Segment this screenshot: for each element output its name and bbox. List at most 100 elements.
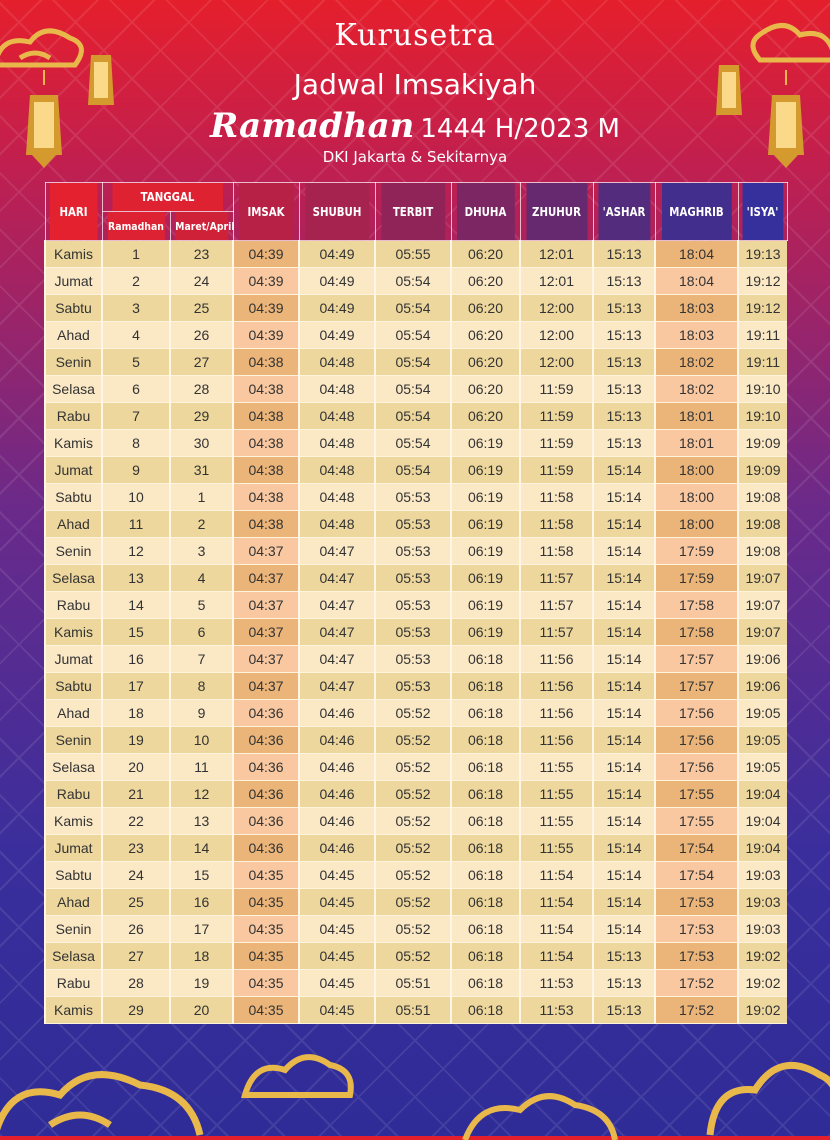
cell-imsak: 04:38 [232,483,299,511]
cell-ramadhan: 21 [101,780,170,808]
cell-maghrib: 18:04 [654,267,738,295]
table-row: Senin 12 3 04:37 04:47 05:53 06:19 11:58 15:14 17… [44,537,787,565]
cell-zhuhur: 11:55 [519,834,593,862]
cell-terbit: 05:54 [374,348,451,376]
cell-dhuha: 06:19 [450,564,520,592]
cell-ramadhan: 5 [101,348,170,376]
cell-shubuh: 04:45 [298,996,375,1024]
cell-dhuha: 06:18 [450,672,520,700]
cell-masehi: 17 [169,915,233,943]
cell-isya: 19:12 [737,267,787,295]
cell-terbit: 05:52 [374,942,451,970]
cell-maghrib: 17:56 [654,726,738,754]
cell-isya: 19:10 [737,375,787,403]
table-row: Selasa 13 4 04:37 04:47 05:53 06:19 11:57 15:14 1… [44,564,787,592]
location-subtitle: DKI Jakarta & Sekitarnya [322,148,508,166]
table-row: Sabtu 17 8 04:37 04:47 05:53 06:18 11:56 15:14 17… [44,672,787,700]
cell-imsak: 04:39 [232,321,299,349]
cell-dhuha: 06:18 [450,834,520,862]
cell-hari: Rabu [44,780,102,808]
cell-masehi: 14 [169,834,233,862]
cell-masehi: 26 [169,321,233,349]
cell-ashar: 15:14 [592,672,655,700]
cell-maghrib: 17:54 [654,861,738,889]
cell-masehi: 13 [169,807,233,835]
cell-shubuh: 04:47 [298,537,375,565]
cloud-ornament-bottom-left [0,1071,204,1136]
header-ashar: 'ASHAR [597,182,651,241]
cell-terbit: 05:53 [374,591,451,619]
cell-masehi: 25 [169,294,233,322]
cell-isya: 19:09 [737,429,787,457]
cell-terbit: 05:53 [374,672,451,700]
cell-hari: Rabu [44,969,102,997]
cell-ashar: 15:13 [592,294,655,322]
cell-imsak: 04:37 [232,645,299,673]
cell-imsak: 04:38 [232,375,299,403]
cell-isya: 19:03 [737,915,787,943]
cell-masehi: 9 [169,699,233,727]
cell-hari: Selasa [44,564,102,592]
cell-zhuhur: 12:00 [519,321,593,349]
cell-zhuhur: 11:58 [519,537,593,565]
cell-ashar: 15:13 [592,267,655,295]
cell-masehi: 16 [169,888,233,916]
cell-ramadhan: 17 [101,672,170,700]
cell-maghrib: 17:57 [654,645,738,673]
cell-maghrib: 17:55 [654,780,738,808]
cell-isya: 19:08 [737,510,787,538]
cell-masehi: 1 [169,483,233,511]
cell-ashar: 15:13 [592,429,655,457]
cell-isya: 19:06 [737,672,787,700]
cell-zhuhur: 11:59 [519,375,593,403]
page-subtitle-line: Ramadhan 1444 H/2023 M [0,106,830,146]
cell-ashar: 15:14 [592,699,655,727]
cell-shubuh: 04:49 [298,294,375,322]
cell-masehi: 10 [169,726,233,754]
cell-maghrib: 18:03 [654,294,738,322]
cell-ashar: 15:14 [592,861,655,889]
cell-shubuh: 04:49 [298,321,375,349]
table-row: Jumat 9 31 04:38 04:48 05:54 06:19 11:59 15:14 18… [44,456,787,484]
cell-shubuh: 04:46 [298,780,375,808]
cell-terbit: 05:52 [374,726,451,754]
header-maghrib: MAGHRIB [660,182,733,241]
cell-zhuhur: 11:55 [519,807,593,835]
cell-imsak: 04:37 [232,672,299,700]
cell-ramadhan: 25 [101,888,170,916]
cell-imsak: 04:37 [232,537,299,565]
cell-imsak: 04:35 [232,888,299,916]
cell-shubuh: 04:47 [298,564,375,592]
cell-shubuh: 04:46 [298,726,375,754]
cell-maghrib: 17:53 [654,888,738,916]
cell-hari: Kamis [44,429,102,457]
cell-zhuhur: 11:54 [519,888,593,916]
cell-isya: 19:04 [737,780,787,808]
cell-shubuh: 04:47 [298,618,375,646]
cell-isya: 19:08 [737,483,787,511]
table-row: Sabtu 24 15 04:35 04:45 05:52 06:18 11:54 15:14 1… [44,861,787,889]
table-row: Sabtu 3 25 04:39 04:49 05:54 06:20 12:00 15:13 18… [44,294,787,322]
cell-ashar: 15:13 [592,996,655,1024]
cell-hari: Jumat [44,456,102,484]
cell-maghrib: 17:55 [654,807,738,835]
cell-maghrib: 18:00 [654,483,738,511]
cell-isya: 19:13 [737,240,787,268]
cell-dhuha: 06:18 [450,969,520,997]
cell-ramadhan: 4 [101,321,170,349]
cell-zhuhur: 11:56 [519,726,593,754]
cell-hari: Rabu [44,591,102,619]
cell-dhuha: 06:18 [450,807,520,835]
logo: Kurusetra [334,18,496,53]
cell-masehi: 12 [169,780,233,808]
cell-hari: Kamis [44,807,102,835]
cell-ashar: 15:14 [592,807,655,835]
cell-hari: Selasa [44,942,102,970]
cell-shubuh: 04:47 [298,645,375,673]
cell-zhuhur: 12:00 [519,294,593,322]
cell-maghrib: 17:52 [654,996,738,1024]
cell-dhuha: 06:18 [450,996,520,1024]
cell-isya: 19:02 [737,969,787,997]
cell-ashar: 15:14 [592,780,655,808]
cell-dhuha: 06:18 [450,888,520,916]
